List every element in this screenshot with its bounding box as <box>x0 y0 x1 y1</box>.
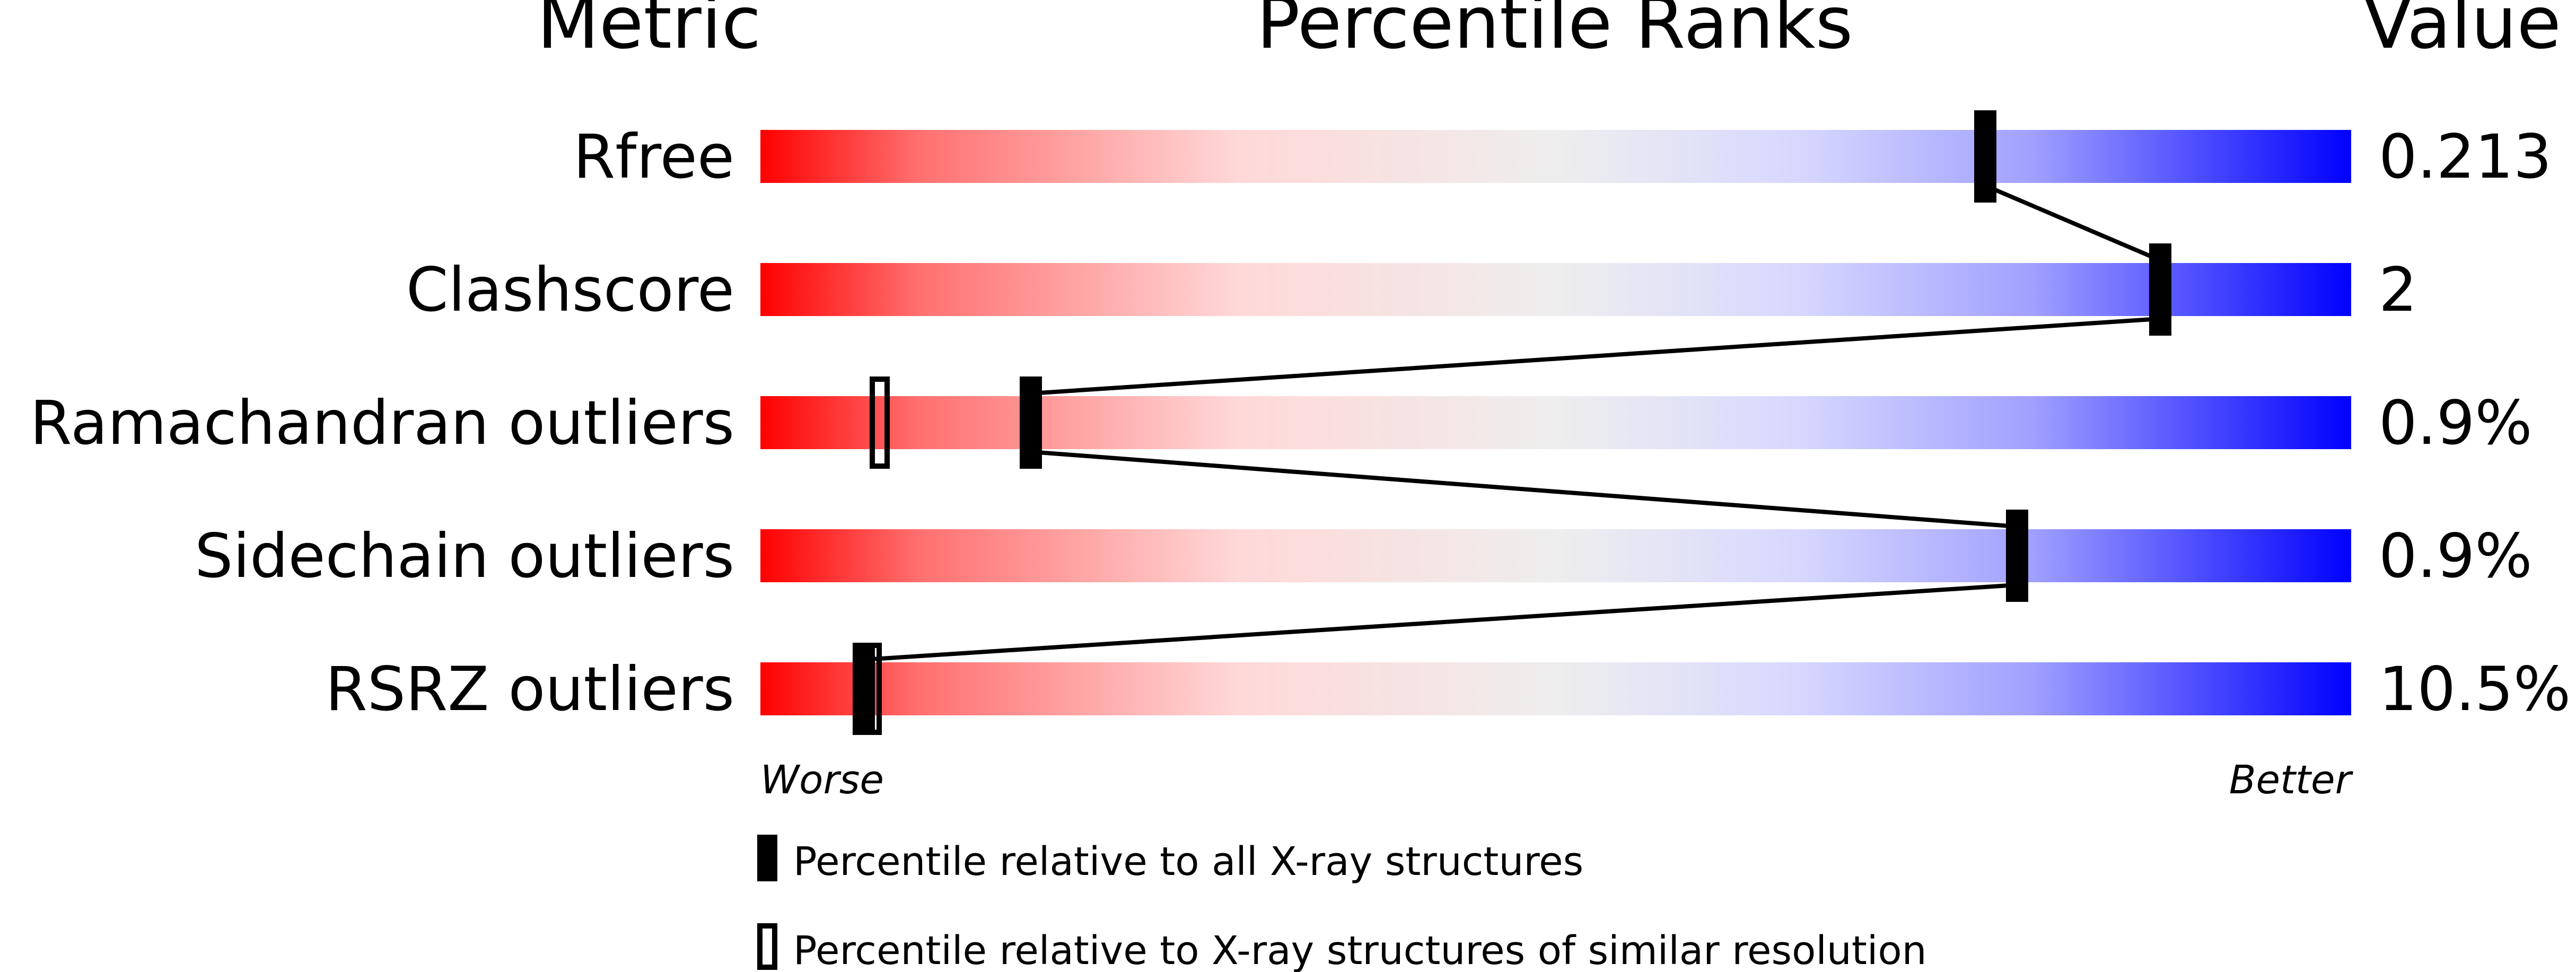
metric-value: 2 <box>2379 255 2417 325</box>
percentile-bar <box>760 130 2351 183</box>
legend-label-all: Percentile relative to all X-ray structu… <box>793 839 1583 885</box>
percentile-bar <box>760 263 2351 316</box>
connector-line <box>1030 450 2018 529</box>
marker-similar-resolution <box>870 376 890 469</box>
metric-row: RSRZ outliers 10.5% <box>325 654 2571 724</box>
metric-label: RSRZ outliers <box>325 654 734 724</box>
connector-line <box>1984 183 2161 262</box>
metric-label: Rfree <box>573 121 734 192</box>
metric-value: 0.213 <box>2379 121 2552 192</box>
percentile-bar <box>760 396 2351 449</box>
metric-row: Ramachandran outliers 0.9% <box>30 388 2532 458</box>
marker-all-structures <box>1020 376 1042 469</box>
header-metric: Metric <box>537 0 761 65</box>
metric-row: Clashscore 2 <box>406 255 2417 325</box>
header-percentile-ranks: Percentile Ranks <box>1257 0 1853 65</box>
connector-line <box>863 583 2018 662</box>
percentile-bar <box>760 529 2351 582</box>
axis-worse-label: Worse <box>760 757 884 803</box>
metric-value: 0.9% <box>2379 388 2533 458</box>
percentile-bar <box>760 662 2351 715</box>
metric-label: Clashscore <box>406 255 734 325</box>
marker-all-structures <box>853 643 875 735</box>
metric-row: Rfree 0.213 <box>573 121 2552 192</box>
header-value: Value <box>2363 0 2561 65</box>
connector-line <box>1030 317 2161 396</box>
legend-hollow-marker-icon <box>757 923 777 970</box>
metric-label: Ramachandran outliers <box>30 388 734 458</box>
legend-label-similar: Percentile relative to X-ray structures … <box>793 928 1927 972</box>
marker-all-structures <box>2149 243 2171 336</box>
metric-row: Sidechain outliers 0.9% <box>195 521 2533 591</box>
metric-value: 10.5% <box>2379 654 2571 724</box>
metric-value: 0.9% <box>2379 521 2533 591</box>
legend-filled-marker-icon <box>757 835 777 881</box>
marker-all-structures <box>1974 110 1996 203</box>
axis-better-label: Better <box>2229 757 2354 803</box>
marker-all-structures <box>2006 510 2028 602</box>
metric-label: Sidechain outliers <box>195 521 734 591</box>
